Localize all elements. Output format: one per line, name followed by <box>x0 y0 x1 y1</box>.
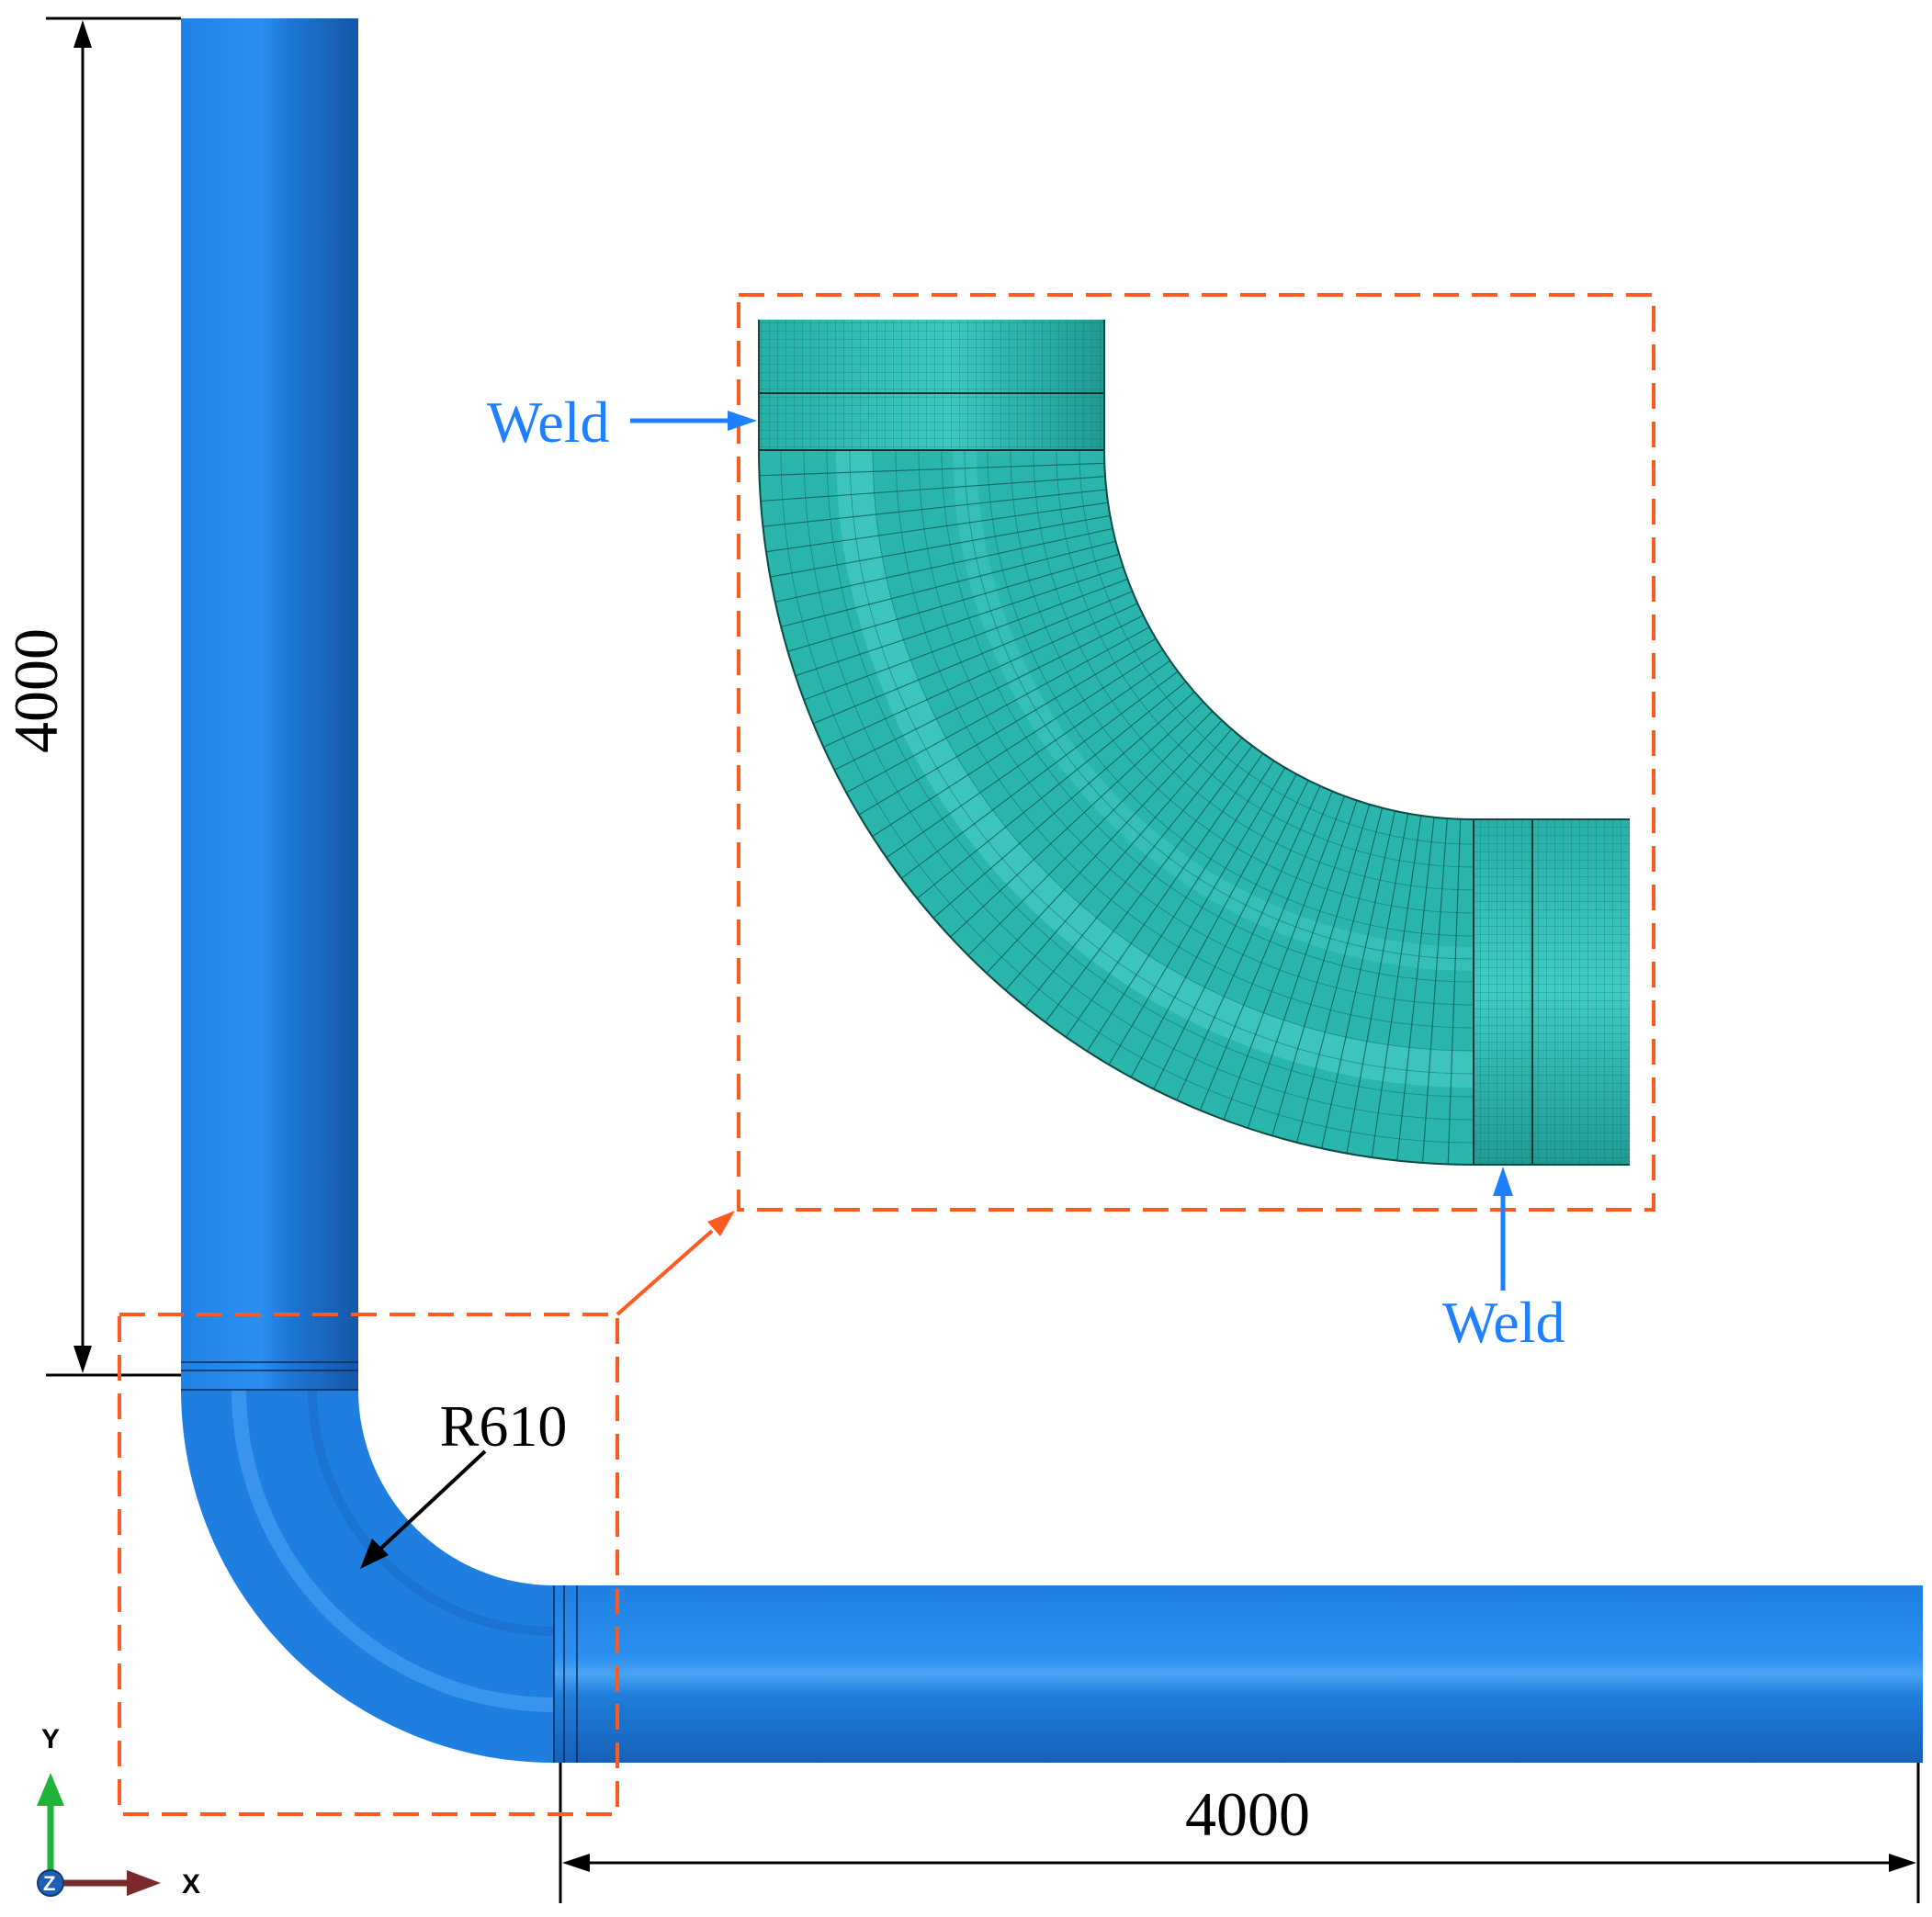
mesh-radial-line <box>759 462 1105 477</box>
mesh-radial-line <box>1346 813 1409 1154</box>
vertical-pipe <box>181 18 358 1390</box>
mesh-radial-line <box>1396 817 1435 1161</box>
y-axis-label: Y <box>41 1724 60 1754</box>
mesh-radial-line <box>781 540 1116 627</box>
mesh-radial-line <box>823 603 1138 748</box>
mesh-radial-line <box>770 514 1111 578</box>
mesh-radial-line <box>763 489 1107 527</box>
weld-lines-vertical <box>181 1361 358 1391</box>
weld-callout-top: Weld <box>487 389 757 455</box>
mesh-radial-line <box>1371 815 1422 1158</box>
mesh-radial-line <box>1247 800 1358 1129</box>
mesh-radial-line <box>834 615 1144 771</box>
mesh-radial-line <box>1065 752 1264 1038</box>
x-axis-label: X <box>182 1869 200 1900</box>
mesh-radial-line <box>1421 818 1448 1164</box>
weld-label-bottom: Weld <box>1442 1290 1565 1355</box>
zoom-source-box <box>118 1313 619 1816</box>
mesh-radial-line <box>1321 810 1396 1149</box>
mesh-radial-lines <box>759 462 1462 1165</box>
mesh-radial-line <box>950 701 1204 938</box>
y-axis-arrow-icon <box>37 1773 64 1806</box>
x-axis-arrow-icon <box>127 1870 161 1896</box>
mesh-radial-line <box>787 553 1120 652</box>
mesh-radial-line <box>1024 737 1243 1008</box>
horizontal-dimension <box>559 1763 1920 1903</box>
axis-triad: Y X Z <box>37 1724 200 1900</box>
mesh-radial-line <box>1045 745 1253 1023</box>
z-axis-label: Z <box>43 1872 55 1895</box>
mesh-radial-line <box>886 660 1171 859</box>
elbow-highlight <box>232 1389 555 1712</box>
mesh-radial-line <box>872 648 1164 838</box>
mesh-radial-line <box>1086 760 1275 1052</box>
horizontal-dimension-label: 4000 <box>1185 1779 1310 1849</box>
mesh-radial-line <box>760 476 1106 502</box>
z-axis-icon <box>37 1869 64 1897</box>
elbow-pipe <box>181 1390 554 1763</box>
mesh-radial-line <box>1447 818 1462 1165</box>
mesh-radial-line <box>1153 780 1309 1089</box>
mesh-radial-line <box>858 637 1157 816</box>
vertical-dimension-label: 4000 <box>1 628 71 753</box>
mesh-radial-line <box>916 681 1187 899</box>
weld-label-top: Weld <box>487 389 609 455</box>
mesh-radial-line <box>1271 804 1371 1136</box>
mesh-radial-line <box>795 566 1124 677</box>
weld-lines-horizontal <box>553 1585 578 1763</box>
zoom-connector <box>616 1211 735 1316</box>
bend-radius-label: R610 <box>440 1393 568 1459</box>
mesh-radial-line <box>774 527 1113 603</box>
mesh-radial-line <box>1296 807 1384 1143</box>
mesh-radial-line <box>986 719 1223 974</box>
mesh-radial-line <box>1199 791 1333 1111</box>
mesh-weld-seams <box>759 392 1533 1165</box>
weld-callout-bottom: Weld <box>1442 1167 1565 1355</box>
mesh-radial-line <box>1005 728 1233 991</box>
meshed-elbow <box>758 320 1630 1166</box>
zoom-detail-box <box>737 293 1655 1212</box>
mesh-radial-line <box>932 691 1195 919</box>
mesh-radial-line <box>967 710 1214 956</box>
bend-radius-leader <box>360 1449 487 1569</box>
horizontal-pipe <box>554 1585 1923 1763</box>
mesh-radial-line <box>812 591 1133 725</box>
mesh-radial-line <box>803 578 1128 701</box>
vertical-dimension <box>46 17 181 1377</box>
mesh-radial-line <box>1130 773 1297 1078</box>
pipe-assembly <box>181 18 1923 1763</box>
mesh-radial-line <box>765 502 1109 553</box>
mesh-radial-line <box>845 626 1150 794</box>
mesh-radial-line <box>1223 795 1346 1121</box>
mesh-radial-line <box>900 671 1179 879</box>
mesh-radial-line <box>1176 785 1321 1100</box>
mesh-radial-line <box>1108 767 1286 1066</box>
